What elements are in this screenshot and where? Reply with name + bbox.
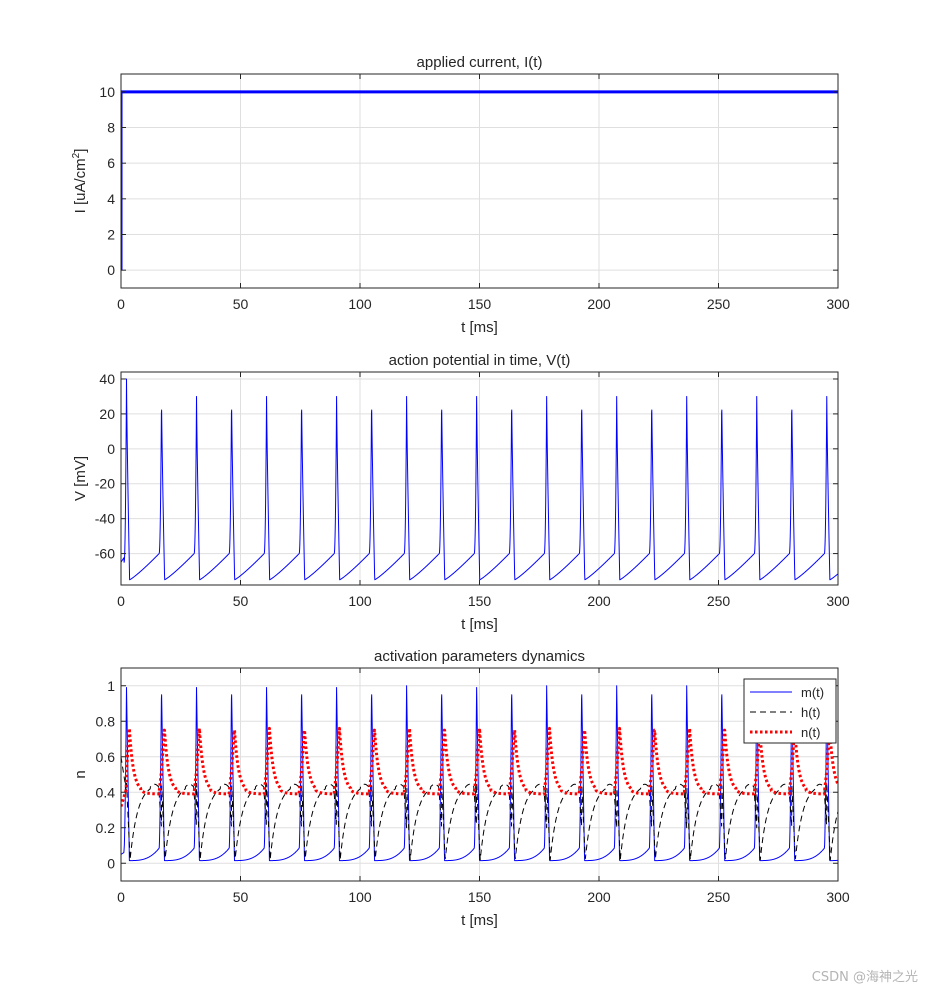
legend-label: n(t) bbox=[801, 725, 821, 740]
x-tick-label: 250 bbox=[707, 889, 731, 905]
y-tick-label: -60 bbox=[95, 546, 115, 562]
chart-title: activation parameters dynamics bbox=[374, 648, 585, 665]
y-tick-label: 0 bbox=[107, 262, 115, 278]
y-tick-label: 0.4 bbox=[96, 784, 116, 800]
x-axis-label: t [ms] bbox=[461, 319, 498, 336]
x-tick-label: 100 bbox=[348, 296, 372, 312]
x-tick-label: 200 bbox=[587, 593, 611, 609]
y-tick-label: -20 bbox=[95, 476, 115, 492]
axes-3: 0 50 100 150 200 250 300 0 0.2 0.4 0.6 0.8 1 activati… bbox=[72, 648, 850, 929]
x-tick-label: 50 bbox=[233, 296, 249, 312]
y-tick-label: 6 bbox=[107, 155, 115, 171]
y-tick-label: 2 bbox=[107, 227, 115, 243]
axes-2: 0 50 100 150 200 250 300 -60 -40 -20 0 20 40 action p… bbox=[72, 352, 850, 633]
x-tick-label: 300 bbox=[826, 593, 850, 609]
x-tick-label: 300 bbox=[826, 889, 850, 905]
x-tick-label: 250 bbox=[707, 296, 731, 312]
y-tick-label: 0.2 bbox=[96, 820, 116, 836]
x-tick-label: 100 bbox=[348, 593, 372, 609]
y-tick-label: 0 bbox=[107, 855, 115, 871]
axes-1: 0 50 100 150 200 250 300 0 2 4 6 8 10 applied current… bbox=[71, 54, 850, 336]
x-tick-label: 250 bbox=[707, 593, 731, 609]
y-axis-label: n bbox=[72, 770, 89, 778]
y-tick-label: -40 bbox=[95, 511, 115, 527]
y-tick-label: 8 bbox=[107, 120, 115, 136]
y-tick-label: 40 bbox=[99, 371, 115, 387]
chart-title: applied current, I(t) bbox=[417, 54, 543, 71]
x-tick-label: 200 bbox=[587, 296, 611, 312]
x-tick-label: 0 bbox=[117, 889, 125, 905]
x-tick-label: 100 bbox=[348, 889, 372, 905]
y-tick-label: 0.8 bbox=[96, 713, 116, 729]
x-tick-label: 150 bbox=[468, 593, 492, 609]
x-axis-label: t [ms] bbox=[461, 616, 498, 633]
y-tick-label: 10 bbox=[99, 84, 115, 100]
x-tick-label: 0 bbox=[117, 593, 125, 609]
x-tick-label: 300 bbox=[826, 296, 850, 312]
y-tick-label: 0.6 bbox=[96, 749, 116, 765]
chart-title: action potential in time, V(t) bbox=[389, 352, 571, 369]
legend-label: h(t) bbox=[801, 705, 821, 720]
y-axis-label: I [uA/cm2] bbox=[71, 149, 89, 214]
y-tick-label: 0 bbox=[107, 441, 115, 457]
x-tick-label: 150 bbox=[468, 296, 492, 312]
y-axis-label: V [mV] bbox=[72, 456, 89, 501]
x-tick-label: 200 bbox=[587, 889, 611, 905]
y-tick-label: 4 bbox=[107, 191, 115, 207]
legend-label: m(t) bbox=[801, 685, 824, 700]
x-tick-label: 50 bbox=[233, 889, 249, 905]
legend: m(t) h(t) n(t) bbox=[744, 679, 836, 743]
y-tick-label: 20 bbox=[99, 406, 115, 422]
y-tick-label: 1 bbox=[107, 678, 115, 694]
x-tick-label: 50 bbox=[233, 593, 249, 609]
x-tick-label: 150 bbox=[468, 889, 492, 905]
x-tick-label: 0 bbox=[117, 296, 125, 312]
watermark: CSDN @海神之光 bbox=[812, 966, 918, 985]
x-axis-label: t [ms] bbox=[461, 912, 498, 929]
